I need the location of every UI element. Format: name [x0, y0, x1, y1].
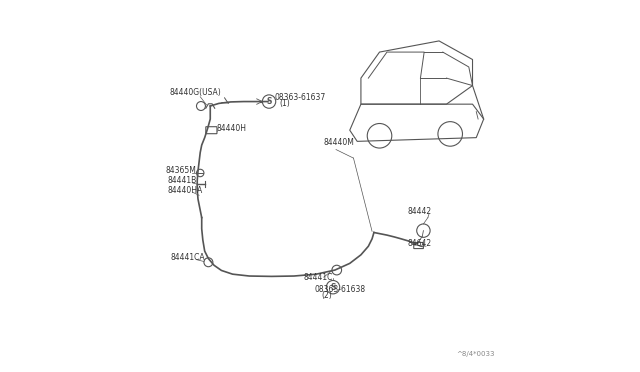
Text: 08363-61638: 08363-61638 [314, 285, 365, 294]
Text: 84440G(USA): 84440G(USA) [170, 88, 221, 97]
Text: S: S [266, 97, 272, 106]
Text: 08363-61637: 08363-61637 [275, 93, 326, 102]
Text: 84441B: 84441B [168, 176, 196, 185]
Text: ^8/4*0033: ^8/4*0033 [456, 351, 495, 357]
Text: 84440HA: 84440HA [168, 186, 203, 195]
Text: 84440H: 84440H [216, 124, 246, 133]
Text: (2): (2) [322, 291, 333, 299]
Text: 84440M: 84440M [324, 138, 355, 147]
Text: S: S [330, 283, 336, 292]
Text: 84642: 84642 [408, 239, 431, 248]
Text: 84441C: 84441C [303, 273, 333, 282]
Text: 84442: 84442 [408, 207, 431, 216]
Text: 84365M: 84365M [166, 166, 196, 175]
Text: (1): (1) [279, 99, 290, 108]
Text: 84441CA: 84441CA [170, 253, 205, 262]
